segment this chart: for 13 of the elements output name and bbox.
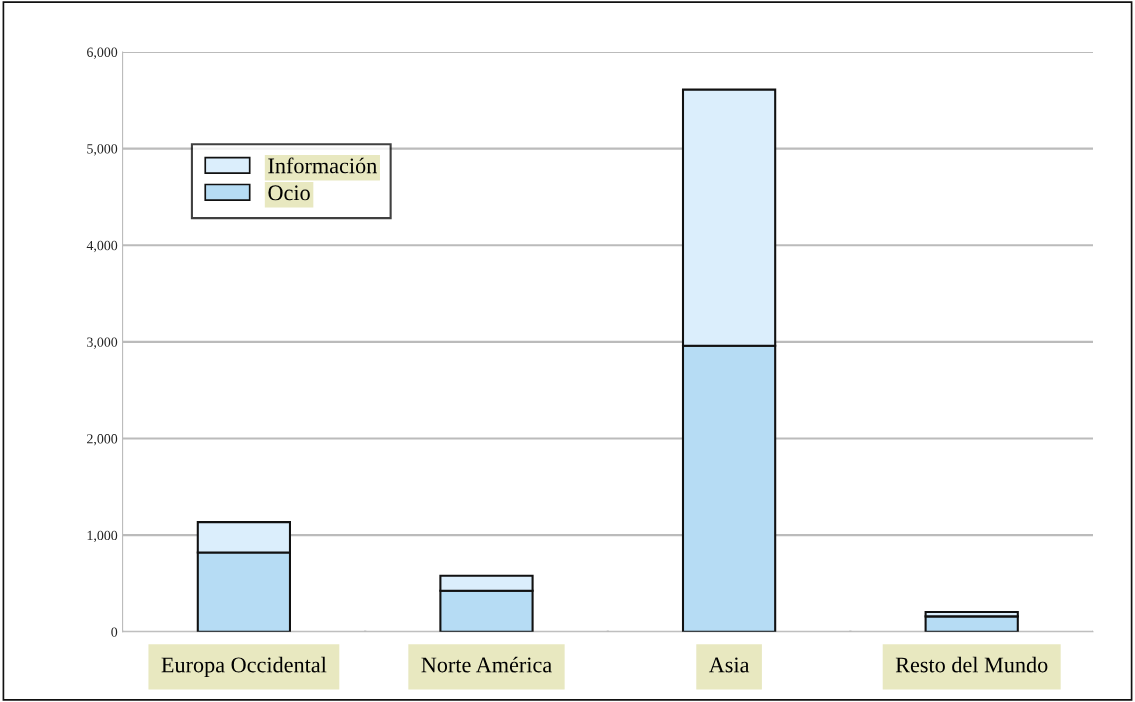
y-tick-label: 1,000	[87, 530, 118, 543]
x-tick-label: Europa Occidental	[161, 656, 327, 677]
x-tick-label: Asia	[708, 657, 750, 673]
y-tick-label: 4,000	[86, 240, 118, 253]
x-tick-label: Resto del Mundo	[895, 656, 1048, 673]
y-tick-label: 6,000	[87, 47, 118, 59]
y-tick-label: 3,000	[87, 337, 118, 349]
legend-label: Información	[268, 157, 377, 174]
y-tick-label: 2,000	[87, 434, 118, 446]
legend-label: Ocio	[268, 185, 310, 201]
x-tick-label: Norte América	[421, 656, 552, 673]
y-tick-label: 5,000	[87, 144, 118, 156]
y-tick-label: 0	[111, 627, 118, 637]
